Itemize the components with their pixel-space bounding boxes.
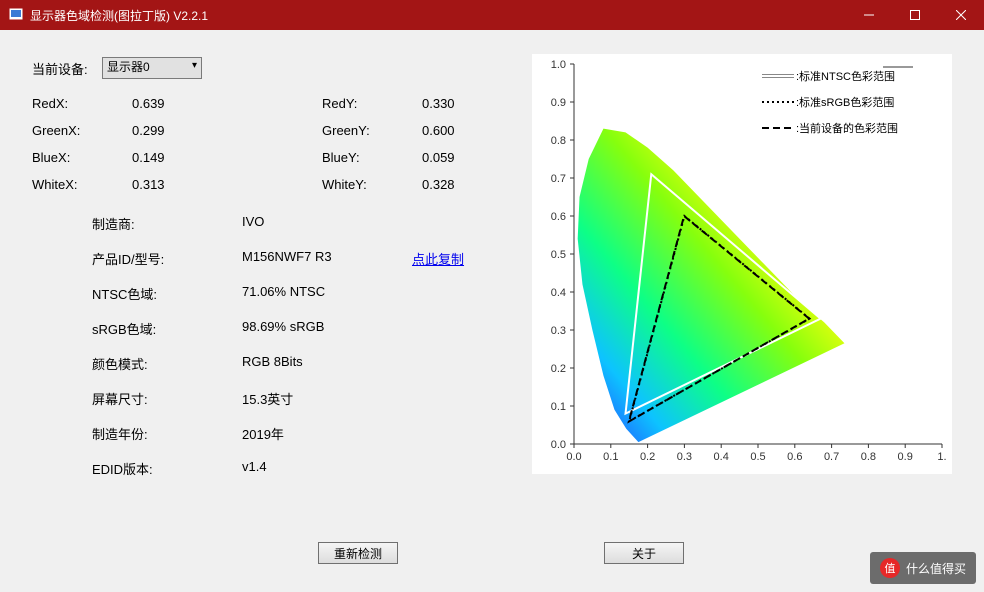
svg-text:0.0: 0.0 [551,439,566,451]
device-select[interactable]: 显示器0 [102,57,202,79]
screen-size-label: 屏幕尺寸: [92,389,242,408]
watermark-text: 什么值得买 [906,560,966,577]
about-button[interactable]: 关于 [604,542,684,564]
redy-value: 0.330 [422,96,512,111]
bluex-value: 0.149 [132,150,222,165]
color-mode-value: RGB 8Bits [242,354,412,373]
whitey-value: 0.328 [422,177,512,192]
edid-value: v1.4 [242,459,412,478]
svg-text:0.3: 0.3 [551,325,566,337]
redy-label: RedY: [322,96,422,111]
cie-chart: 0.00.0 0.1 0.1 0.2 0.2 0.3 0.3 0.4 0.4 0.5 0.5 0.6 0… [532,54,952,474]
greeny-label: GreenY: [322,123,422,138]
watermark-icon: 值 [880,558,900,578]
manufacturer-label: 制造商: [92,214,242,233]
product-label: 产品ID/型号: [92,249,242,268]
bluey-label: BlueY: [322,150,422,165]
minimize-button[interactable] [846,0,892,30]
svg-text:0.8: 0.8 [861,451,876,463]
svg-text:0.6: 0.6 [787,451,802,463]
device-selected: 显示器0 [107,60,150,74]
color-mode-label: 颜色模式: [92,354,242,373]
screen-size-value: 15.3英寸 [242,389,412,408]
close-button[interactable] [938,0,984,30]
window-title: 显示器色域检测(图拉丁版) V2.2.1 [30,7,846,24]
greenx-label: GreenX: [32,123,132,138]
svg-text::标准NTSC色彩范围: :标准NTSC色彩范围 [796,69,895,83]
svg-text:0.5: 0.5 [551,249,566,261]
svg-text:1.: 1. [937,451,946,463]
product-value: M156NWF7 R3 [242,249,412,268]
copy-link[interactable]: 点此复制 [412,249,512,268]
bluex-label: BlueX: [32,150,132,165]
info-grid: 制造商: IVO 产品ID/型号: M156NWF7 R3 点此复制 NTSC色… [92,214,522,478]
chromaticity-grid: RedX: 0.639 RedY: 0.330 GreenX: 0.299 Gr… [32,96,522,192]
edid-label: EDID版本: [92,459,242,478]
redx-label: RedX: [32,96,132,111]
svg-text::当前设备的色彩范围: :当前设备的色彩范围 [796,121,898,135]
greenx-value: 0.299 [132,123,222,138]
svg-text:0.6: 0.6 [551,211,566,223]
whitey-label: WhiteY: [322,177,422,192]
srgb-value: 98.69% sRGB [242,319,412,338]
svg-text:0.8: 0.8 [551,135,566,147]
svg-text:0.7: 0.7 [824,451,839,463]
svg-text:0.0: 0.0 [566,451,581,463]
svg-text:0.9: 0.9 [551,97,566,109]
svg-text::标准sRGB色彩范围: :标准sRGB色彩范围 [796,95,894,109]
svg-text:0.9: 0.9 [898,451,913,463]
greeny-value: 0.600 [422,123,512,138]
redx-value: 0.639 [132,96,222,111]
left-pane: 当前设备: 显示器0 RedX: 0.639 RedY: 0.330 Green… [32,54,522,528]
cie-svg: 0.00.0 0.1 0.1 0.2 0.2 0.3 0.3 0.4 0.4 0.5 0.5 0.6 0… [532,54,952,474]
svg-text:0.7: 0.7 [551,173,566,185]
watermark: 值 什么值得买 [870,552,976,584]
srgb-label: sRGB色域: [92,319,242,338]
ntsc-label: NTSC色域: [92,284,242,303]
svg-text:0.2: 0.2 [551,363,566,375]
svg-text:0.2: 0.2 [640,451,655,463]
whitex-value: 0.313 [132,177,222,192]
titlebar: 显示器色域检测(图拉丁版) V2.2.1 [0,0,984,30]
maximize-button[interactable] [892,0,938,30]
svg-text:0.1: 0.1 [603,451,618,463]
window-controls [846,0,984,30]
mfg-year-label: 制造年份: [92,424,242,443]
svg-text:0.4: 0.4 [551,287,566,299]
svg-text:0.1: 0.1 [551,401,566,413]
svg-text:0.5: 0.5 [750,451,765,463]
svg-text:1.0: 1.0 [551,59,566,71]
ntsc-value: 71.06% NTSC [242,284,412,303]
mfg-year-value: 2019年 [242,424,412,443]
whitex-label: WhiteX: [32,177,132,192]
manufacturer-value: IVO [242,214,412,233]
svg-text:0.3: 0.3 [677,451,692,463]
right-pane: 0.00.0 0.1 0.1 0.2 0.2 0.3 0.3 0.4 0.4 0.5 0.5 0.6 0… [532,54,952,528]
svg-text:0.4: 0.4 [714,451,729,463]
chart-legend [883,66,947,68]
device-label: 当前设备: [32,59,102,78]
app-icon [8,7,24,23]
redetect-button[interactable]: 重新检测 [318,542,398,564]
bluey-value: 0.059 [422,150,512,165]
